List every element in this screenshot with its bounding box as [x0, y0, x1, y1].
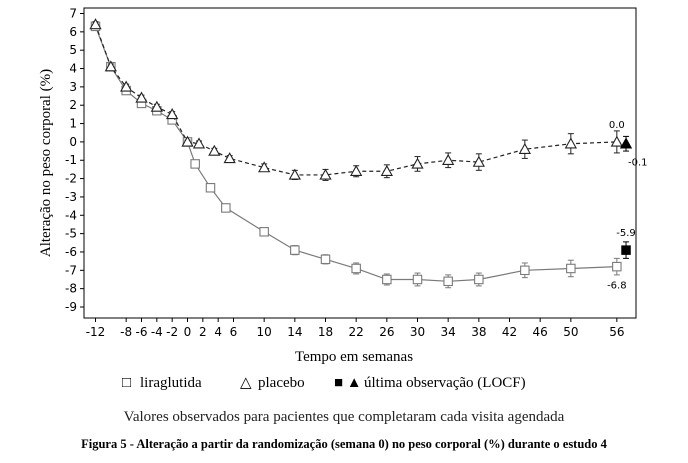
x-tick-label: 18: [318, 325, 333, 339]
x-tick-label: 50: [563, 325, 578, 339]
data-point-placebo: [181, 135, 194, 147]
data-point-liraglutida: [290, 245, 300, 255]
data-point-liraglutida: [566, 263, 576, 274]
y-tick-label: -7: [65, 263, 77, 277]
y-tick-label: -3: [65, 190, 77, 204]
y-tick-label: -1: [65, 153, 77, 167]
x-tick-label: 14: [287, 325, 302, 339]
data-point-placebo: [411, 157, 424, 169]
data-point-placebo: [319, 168, 332, 180]
y-tick-label: 4: [69, 62, 77, 76]
data-point-placebo: [518, 142, 531, 154]
data-point-placebo: [288, 168, 301, 180]
y-tick-label: -8: [65, 282, 77, 296]
legend-symbol: △: [240, 375, 252, 391]
figure-caption: Figura 5 - Alteração a partir da randomi…: [81, 437, 607, 451]
legend-label: liraglutida: [140, 375, 202, 391]
data-point-liraglutida: [412, 274, 423, 285]
data-point-liraglutida: [474, 274, 484, 285]
data-point-placebo: [120, 80, 133, 92]
x-tick-label: -6: [136, 325, 148, 339]
data-point-placebo: [442, 153, 455, 165]
data-point-liraglutida: [205, 183, 216, 193]
x-tick-label: 30: [410, 325, 425, 339]
y-tick-label: 0: [69, 135, 77, 149]
y-tick-label: -4: [65, 208, 77, 222]
legend-label: placebo: [258, 375, 305, 391]
x-tick-label: -4: [151, 325, 163, 339]
data-point-placebo: [135, 91, 148, 103]
data-point-placebo: [610, 135, 623, 147]
plot-frame: [83, 7, 637, 319]
locf-point-placebo: [619, 137, 633, 149]
y-tick-label: -9: [65, 300, 77, 314]
y-tick-label: 3: [69, 80, 77, 94]
series-line-liraglutida: [94, 26, 617, 282]
locf-point-liraglutida: [621, 245, 631, 255]
x-tick-label: 0: [184, 325, 192, 339]
data-point-liraglutida: [612, 261, 622, 272]
data-label: 0.0: [609, 120, 625, 131]
x-tick-label: 4: [214, 325, 222, 339]
data-point-liraglutida: [320, 254, 331, 265]
data-point-liraglutida: [351, 263, 361, 274]
data-point-placebo: [192, 137, 206, 149]
x-tick-label: 34: [441, 325, 456, 339]
y-tick-label: 5: [69, 43, 77, 57]
data-point-placebo: [104, 60, 117, 72]
x-tick-label: 2: [199, 325, 207, 339]
legend-symbol: ■ ▲: [334, 375, 362, 391]
y-tick-label: 1: [69, 117, 77, 131]
x-tick-label: -8: [120, 325, 132, 339]
data-point-placebo: [380, 164, 393, 176]
data-point-placebo: [89, 18, 102, 30]
data-point-placebo: [208, 144, 221, 156]
figure-subtitle: Valores observados para pacientes que co…: [123, 409, 565, 425]
data-point-liraglutida: [221, 203, 231, 213]
y-axis-title: Alteração no peso corporal (%): [38, 69, 54, 257]
x-tick-label: -2: [166, 325, 178, 339]
x-tick-label: 22: [349, 325, 364, 339]
data-point-liraglutida: [382, 274, 392, 285]
data-point-placebo: [150, 100, 163, 112]
data-point-placebo: [350, 164, 363, 176]
legend-label: última observação (LOCF): [364, 375, 526, 391]
x-tick-label: 6: [230, 325, 238, 339]
data-point-liraglutida: [190, 159, 200, 169]
data-point-placebo: [258, 161, 271, 173]
data-point-placebo: [472, 155, 485, 167]
data-point-liraglutida: [520, 265, 530, 276]
x-tick-label: 42: [502, 325, 517, 339]
legend-symbol: □: [122, 375, 131, 391]
y-tick-label: -6: [65, 245, 77, 259]
y-tick-label: 2: [69, 98, 77, 112]
y-tick-label: 6: [69, 25, 77, 39]
data-point-liraglutida: [443, 276, 453, 287]
x-tick-label: -12: [86, 325, 106, 339]
data-label: -0.1: [628, 158, 648, 169]
data-label: -5.9: [616, 228, 636, 239]
x-tick-label: 56: [609, 325, 624, 339]
x-axis-title: Tempo em semanas: [295, 349, 413, 365]
x-tick-label: 46: [533, 325, 548, 339]
y-tick-label: -5: [65, 227, 77, 241]
series-line-placebo: [94, 24, 617, 176]
y-tick-label: -2: [65, 172, 77, 186]
data-label: -6.8: [607, 281, 627, 292]
x-tick-label: 26: [379, 325, 394, 339]
y-tick-label: 7: [69, 7, 77, 21]
x-tick-label: 38: [471, 325, 486, 339]
data-point-placebo: [166, 108, 179, 120]
data-point-liraglutida: [259, 227, 269, 237]
data-point-placebo: [223, 152, 236, 164]
data-point-placebo: [564, 137, 577, 149]
x-tick-label: 10: [257, 325, 272, 339]
